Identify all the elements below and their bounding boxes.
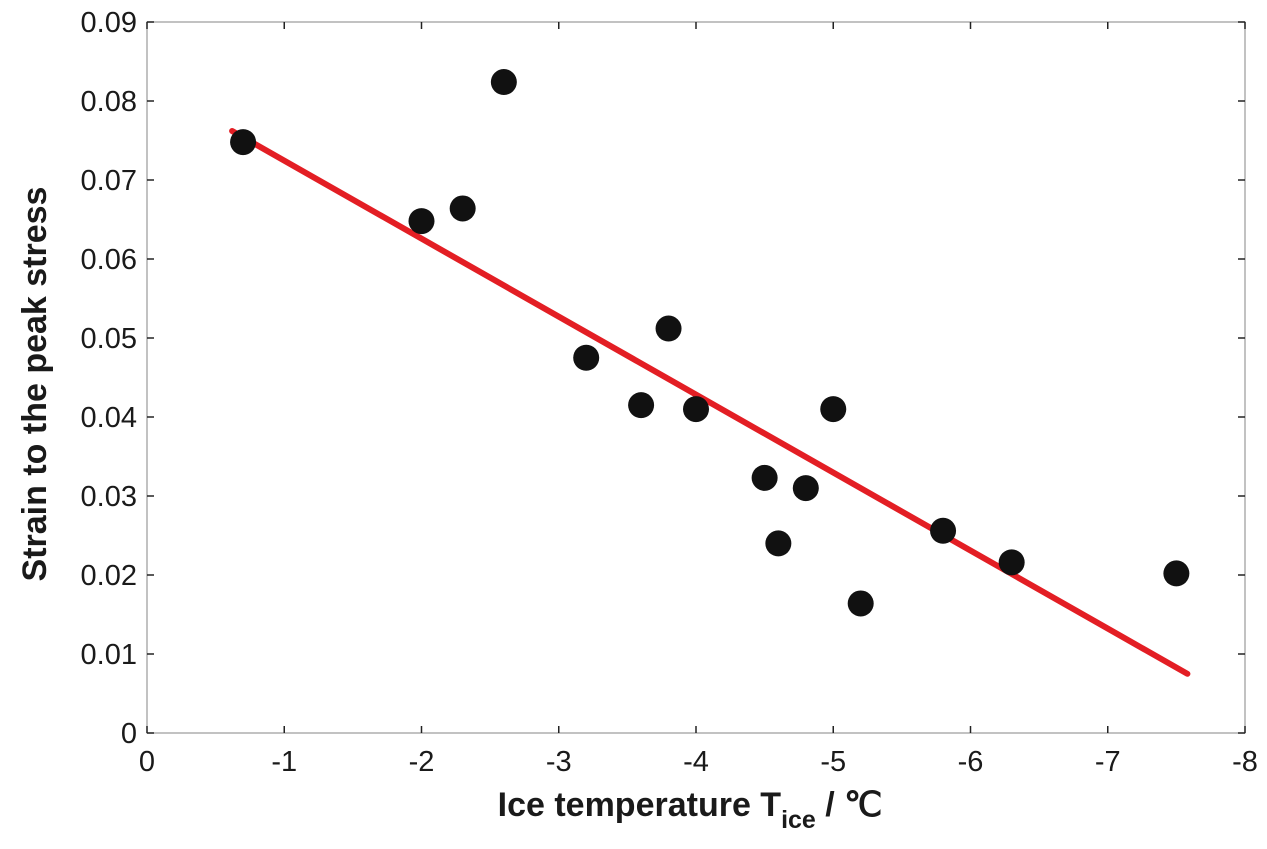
y-tick-label: 0.08 (81, 86, 137, 118)
x-tick-label: -6 (958, 746, 984, 778)
data-point (573, 344, 600, 371)
y-tick-label: 0.06 (81, 244, 137, 276)
data-point (998, 549, 1025, 576)
y-tick-label: 0 (121, 718, 137, 750)
plot-area (146, 21, 1246, 734)
y-tick-label: 0.03 (81, 481, 137, 513)
x-tick-label: -5 (820, 746, 846, 778)
data-point (820, 396, 847, 423)
y-tick-label: 0.02 (81, 560, 137, 592)
data-point (930, 517, 957, 544)
x-tick-label: 0 (139, 746, 155, 778)
x-tick-label: -2 (409, 746, 435, 778)
fit-line (229, 128, 1191, 677)
data-point (792, 475, 819, 502)
x-tick-label: -7 (1095, 746, 1121, 778)
data-points (230, 69, 1190, 617)
y-tick-label: 0.01 (81, 639, 137, 671)
data-point (765, 530, 792, 557)
data-point (1163, 560, 1190, 587)
x-tick-labels: 0 -1 -2 -3 -4 -5 -6 -7 -8 (139, 746, 1258, 778)
fit-lines (229, 128, 1191, 677)
x-tick-label: -3 (546, 746, 572, 778)
x-axis-label: Ice temperature Tice / ℃ (498, 786, 883, 834)
y-tick-label: 0.05 (81, 323, 137, 355)
data-point (847, 590, 874, 617)
data-point (490, 69, 517, 96)
data-point (655, 315, 682, 342)
y-axis-label: Strain to the peak stress (16, 187, 54, 582)
y-tick-label: 0.04 (81, 402, 137, 434)
data-point (408, 208, 435, 235)
data-point (230, 129, 257, 156)
ticks (146, 21, 1246, 734)
y-tick-label: 0.09 (81, 7, 137, 39)
y-tick-labels: 0 0.01 0.02 0.03 0.04 0.05 0.06 0.07 0.08 0.09 (81, 7, 137, 750)
y-tick-label: 0.07 (81, 165, 137, 197)
data-point (628, 392, 655, 419)
data-point (751, 464, 778, 491)
x-tick-label: -4 (683, 746, 709, 778)
x-tick-label: -8 (1232, 746, 1258, 778)
data-point (683, 396, 709, 423)
x-tick-label: -1 (271, 746, 297, 778)
data-point (449, 195, 476, 222)
